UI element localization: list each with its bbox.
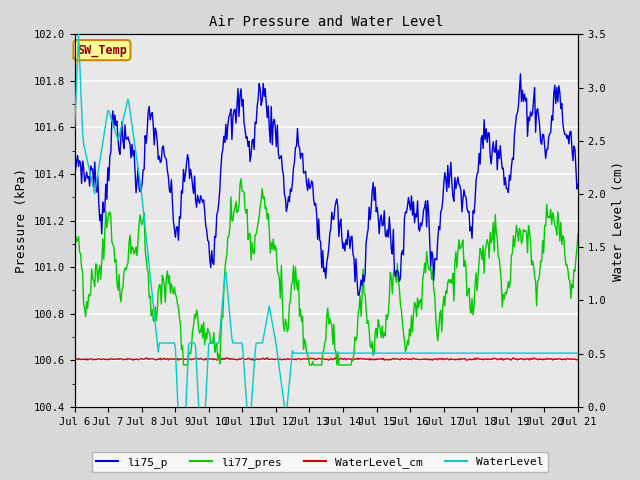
Title: Air Pressure and Water Level: Air Pressure and Water Level bbox=[209, 15, 444, 29]
Y-axis label: Pressure (kPa): Pressure (kPa) bbox=[15, 168, 28, 273]
Legend: li75_p, li77_pres, WaterLevel_cm, WaterLevel: li75_p, li77_pres, WaterLevel_cm, WaterL… bbox=[92, 452, 548, 472]
Text: SW_Temp: SW_Temp bbox=[77, 44, 127, 57]
Y-axis label: Water Level (cm): Water Level (cm) bbox=[612, 161, 625, 281]
